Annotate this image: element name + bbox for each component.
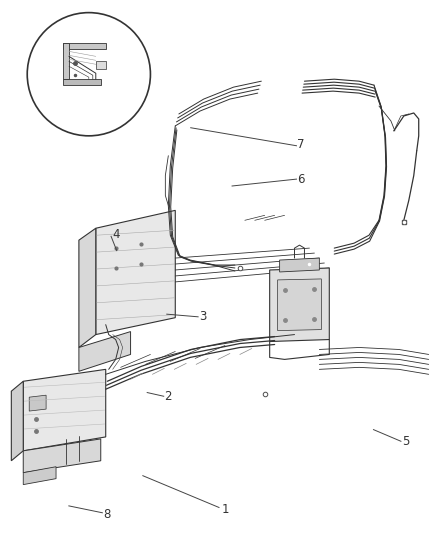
Polygon shape: [29, 395, 46, 411]
Polygon shape: [96, 61, 106, 69]
Polygon shape: [23, 369, 106, 451]
Polygon shape: [279, 258, 319, 272]
Polygon shape: [79, 228, 96, 348]
Polygon shape: [11, 381, 23, 461]
Text: 8: 8: [104, 508, 111, 521]
Text: 6: 6: [297, 173, 305, 185]
Polygon shape: [23, 467, 56, 484]
Text: 2: 2: [165, 390, 172, 403]
Text: 3: 3: [199, 310, 207, 324]
Polygon shape: [79, 332, 131, 372]
Polygon shape: [63, 43, 106, 50]
Text: 7: 7: [297, 138, 305, 151]
Circle shape: [27, 13, 150, 136]
Text: 1: 1: [221, 503, 229, 515]
Polygon shape: [63, 79, 101, 85]
Polygon shape: [96, 211, 175, 335]
Text: 5: 5: [402, 435, 409, 448]
Polygon shape: [63, 43, 69, 79]
Polygon shape: [270, 268, 329, 342]
Polygon shape: [278, 279, 321, 330]
Polygon shape: [23, 439, 101, 473]
Text: 4: 4: [113, 228, 120, 241]
